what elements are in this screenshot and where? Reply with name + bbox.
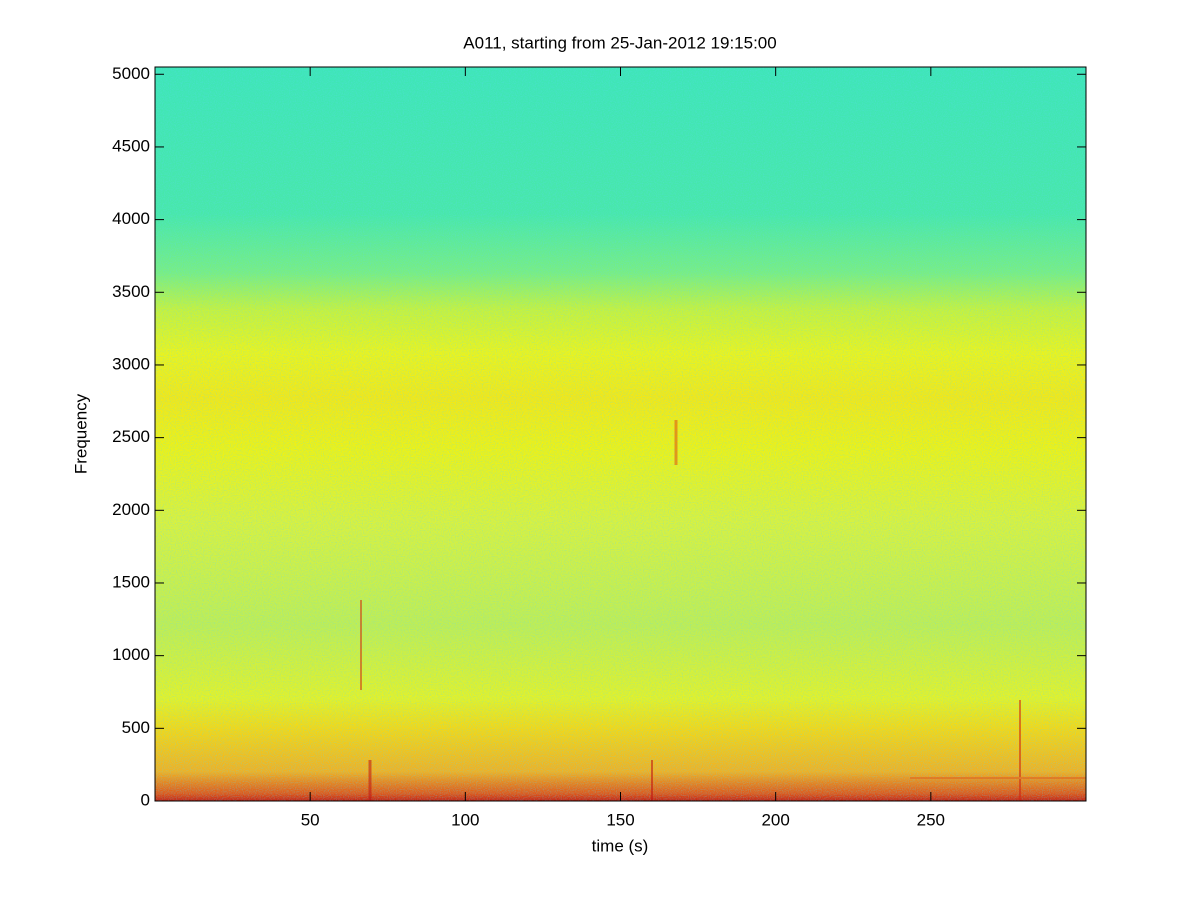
- x-axis-label: time (s): [592, 836, 649, 855]
- y-tick-label: 2000: [112, 500, 150, 519]
- y-tick-label: 2500: [112, 427, 150, 446]
- y-tick-label: 4500: [112, 136, 150, 155]
- plot-area: [154, 66, 1087, 802]
- y-tick-label: 3000: [112, 354, 150, 373]
- y-tick-label: 3500: [112, 282, 150, 301]
- y-tick-label: 0: [141, 790, 150, 809]
- x-tick-label: 200: [761, 810, 789, 829]
- x-tick-label: 100: [451, 810, 479, 829]
- spectrogram-texture: [155, 67, 1086, 801]
- y-tick-label: 1500: [112, 572, 150, 591]
- y-axis-label: Frequency: [71, 393, 90, 474]
- y-tick-label: 1000: [112, 645, 150, 664]
- spectrogram-streaks: [360, 420, 1086, 801]
- y-tick-label: 4000: [112, 209, 150, 228]
- y-tick-label: 500: [122, 718, 150, 737]
- chart-title: A011, starting from 25-Jan-2012 19:15:00: [463, 33, 776, 52]
- x-tick-label: 250: [917, 810, 945, 829]
- y-tick-label: 5000: [112, 64, 150, 83]
- x-tick-label: 150: [606, 810, 634, 829]
- x-tick-label: 50: [301, 810, 320, 829]
